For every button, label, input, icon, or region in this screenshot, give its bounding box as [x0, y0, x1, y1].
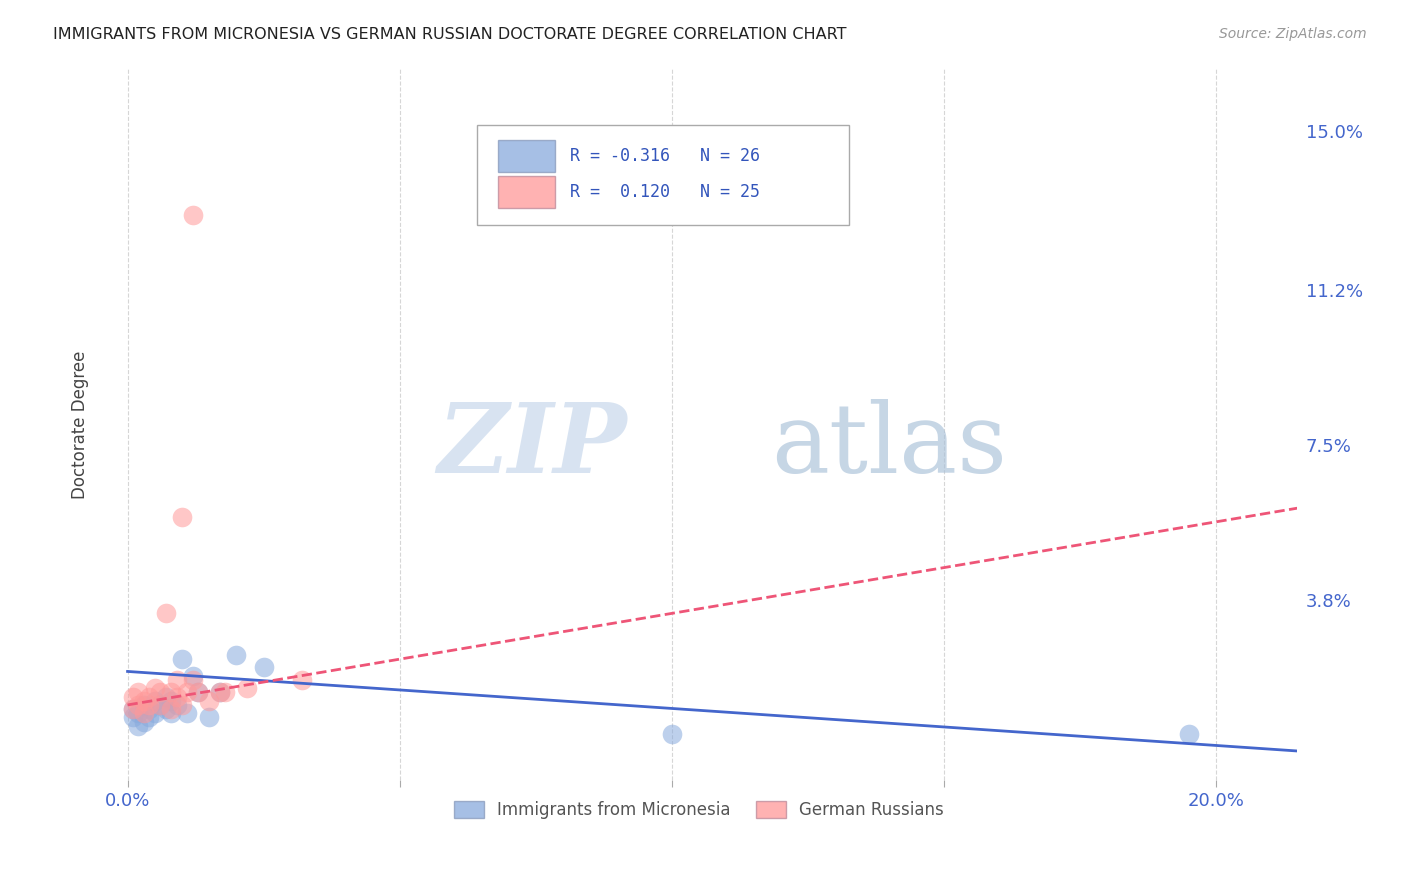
Text: ZIP: ZIP	[437, 399, 627, 492]
Point	[160, 706, 183, 721]
Point	[170, 698, 193, 712]
Point	[176, 706, 198, 721]
Point	[176, 685, 198, 699]
Point	[252, 660, 274, 674]
FancyBboxPatch shape	[478, 126, 848, 225]
Point	[661, 727, 683, 741]
Point	[187, 685, 209, 699]
Point	[236, 681, 259, 696]
Point	[170, 652, 193, 666]
Point	[291, 673, 314, 687]
Point	[155, 606, 177, 620]
Point	[187, 685, 209, 699]
Point	[138, 698, 160, 712]
Point	[181, 208, 204, 222]
Point	[198, 710, 221, 724]
Point	[155, 690, 177, 704]
Point	[181, 668, 204, 682]
Point	[170, 509, 193, 524]
Point	[122, 690, 145, 704]
Point	[122, 702, 145, 716]
Point	[122, 710, 145, 724]
Point	[132, 714, 155, 729]
Point	[127, 706, 149, 721]
Point	[143, 706, 166, 721]
Point	[132, 706, 155, 721]
Point	[209, 685, 232, 699]
FancyBboxPatch shape	[498, 140, 555, 172]
Point	[138, 690, 160, 704]
Point	[127, 719, 149, 733]
Point	[127, 685, 149, 699]
Point	[155, 702, 177, 716]
Point	[225, 648, 247, 662]
Point	[181, 673, 204, 687]
Point	[132, 694, 155, 708]
Point	[198, 694, 221, 708]
Point	[1177, 727, 1199, 741]
Y-axis label: Doctorate Degree: Doctorate Degree	[72, 351, 89, 499]
Text: Source: ZipAtlas.com: Source: ZipAtlas.com	[1219, 27, 1367, 41]
Point	[149, 685, 172, 699]
Point	[122, 702, 145, 716]
Point	[127, 698, 149, 712]
Text: R =  0.120   N = 25: R = 0.120 N = 25	[569, 183, 759, 201]
Text: atlas: atlas	[770, 399, 1007, 492]
Point	[166, 673, 188, 687]
Point	[149, 698, 172, 712]
Point	[160, 685, 183, 699]
Legend: Immigrants from Micronesia, German Russians: Immigrants from Micronesia, German Russi…	[447, 794, 950, 825]
Point	[209, 685, 232, 699]
Point	[143, 694, 166, 708]
Text: R = -0.316   N = 26: R = -0.316 N = 26	[569, 147, 759, 165]
Point	[166, 690, 188, 704]
Point	[132, 698, 155, 712]
Point	[143, 681, 166, 696]
Point	[149, 698, 172, 712]
FancyBboxPatch shape	[498, 176, 555, 208]
Point	[214, 685, 236, 699]
Point	[138, 710, 160, 724]
Text: IMMIGRANTS FROM MICRONESIA VS GERMAN RUSSIAN DOCTORATE DEGREE CORRELATION CHART: IMMIGRANTS FROM MICRONESIA VS GERMAN RUS…	[53, 27, 846, 42]
Point	[160, 702, 183, 716]
Point	[138, 702, 160, 716]
Point	[160, 694, 183, 708]
Point	[166, 698, 188, 712]
